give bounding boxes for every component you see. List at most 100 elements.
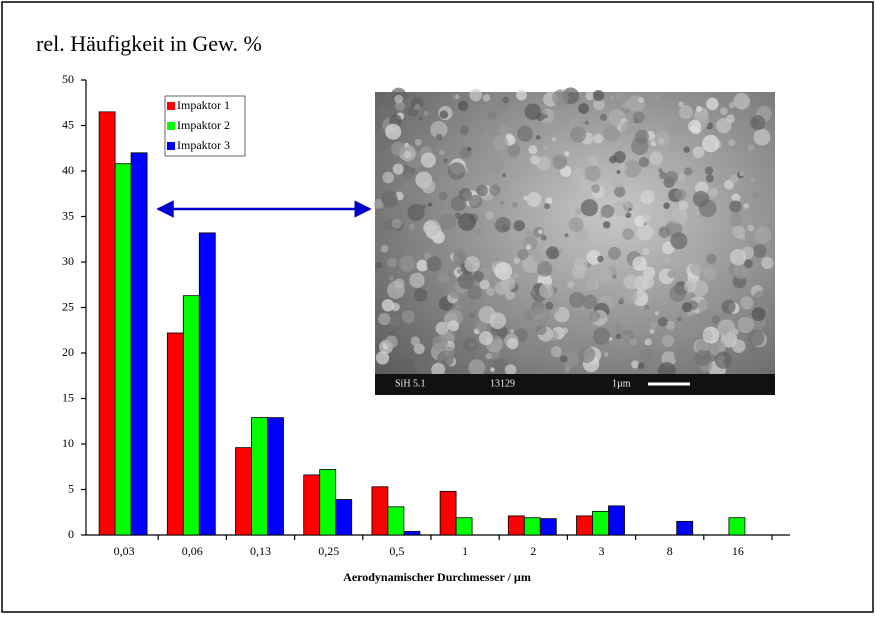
texture [506, 337, 519, 350]
texture [616, 169, 621, 175]
texture [633, 117, 640, 124]
texture [414, 355, 433, 373]
texture [507, 143, 521, 157]
texture [621, 121, 636, 136]
texture [524, 309, 536, 322]
texture [502, 96, 510, 104]
texture [728, 139, 736, 147]
texture [734, 93, 751, 110]
texture [638, 97, 644, 104]
texture [392, 163, 404, 175]
texture [495, 216, 511, 233]
texture [578, 103, 589, 114]
texture [684, 167, 693, 176]
bar [98, 111, 116, 536]
bar [371, 486, 389, 536]
texture [733, 263, 750, 280]
texture [494, 281, 509, 296]
bar [251, 417, 268, 536]
texture [752, 192, 760, 199]
texture [623, 159, 642, 178]
texture [658, 226, 671, 238]
texture [514, 302, 528, 316]
texture [689, 260, 706, 277]
y-tick-label: 45 [62, 117, 74, 131]
texture [513, 257, 520, 264]
bar [319, 469, 337, 536]
texture [564, 366, 570, 372]
bar [198, 232, 216, 536]
bar [166, 332, 184, 536]
texture [550, 346, 562, 358]
texture [729, 212, 744, 228]
texture [486, 287, 495, 296]
texture [511, 181, 521, 191]
y-tick-label: 0 [68, 527, 74, 541]
texture [678, 101, 684, 107]
texture [389, 275, 395, 281]
y-tick-label: 25 [62, 299, 74, 313]
y-tick-label: 35 [62, 208, 74, 222]
texture [399, 255, 416, 272]
texture [418, 116, 423, 121]
texture [663, 202, 670, 210]
texture [478, 331, 493, 346]
texture [549, 249, 560, 259]
texture [468, 194, 483, 209]
texture [459, 125, 469, 135]
texture [447, 162, 466, 180]
texture [615, 333, 622, 340]
texture [408, 223, 415, 230]
texture [644, 304, 650, 310]
texture [387, 281, 405, 299]
legend-box [164, 95, 246, 157]
bar [403, 530, 421, 536]
texture [530, 154, 540, 165]
texture [512, 272, 519, 279]
texture [575, 207, 582, 215]
texture [485, 353, 492, 360]
bar [539, 518, 557, 536]
y-tick-label: 30 [62, 254, 74, 268]
bar [576, 515, 593, 536]
texture [677, 316, 682, 322]
texture [664, 170, 679, 184]
texture [423, 110, 429, 116]
texture [649, 151, 664, 165]
texture [435, 133, 443, 141]
texture [692, 190, 710, 207]
texture [380, 244, 389, 253]
texture [752, 244, 767, 258]
texture [731, 193, 741, 203]
texture [659, 171, 667, 179]
bar [130, 152, 148, 536]
texture [637, 362, 645, 370]
texture [721, 299, 736, 314]
bar [728, 517, 746, 536]
texture [551, 137, 557, 142]
texture [597, 268, 613, 283]
texture [489, 184, 501, 196]
texture [649, 328, 655, 334]
texture [535, 134, 541, 140]
texture [705, 174, 714, 183]
y-tick-label: 50 [62, 72, 74, 86]
texture [524, 103, 542, 121]
y-tick-label: 5 [68, 481, 74, 495]
texture [543, 145, 550, 151]
texture [593, 133, 604, 144]
texture [582, 294, 598, 310]
texture [683, 146, 690, 153]
texture [696, 105, 703, 112]
bar [335, 499, 353, 536]
texture [401, 310, 415, 324]
texture [669, 208, 685, 224]
texture [747, 224, 754, 232]
texture [726, 114, 735, 124]
texture [683, 280, 697, 293]
texture [430, 120, 448, 139]
texture [414, 104, 421, 111]
texture [378, 312, 391, 326]
chart-title: rel. Häufigkeit in Gew. % [36, 31, 262, 56]
